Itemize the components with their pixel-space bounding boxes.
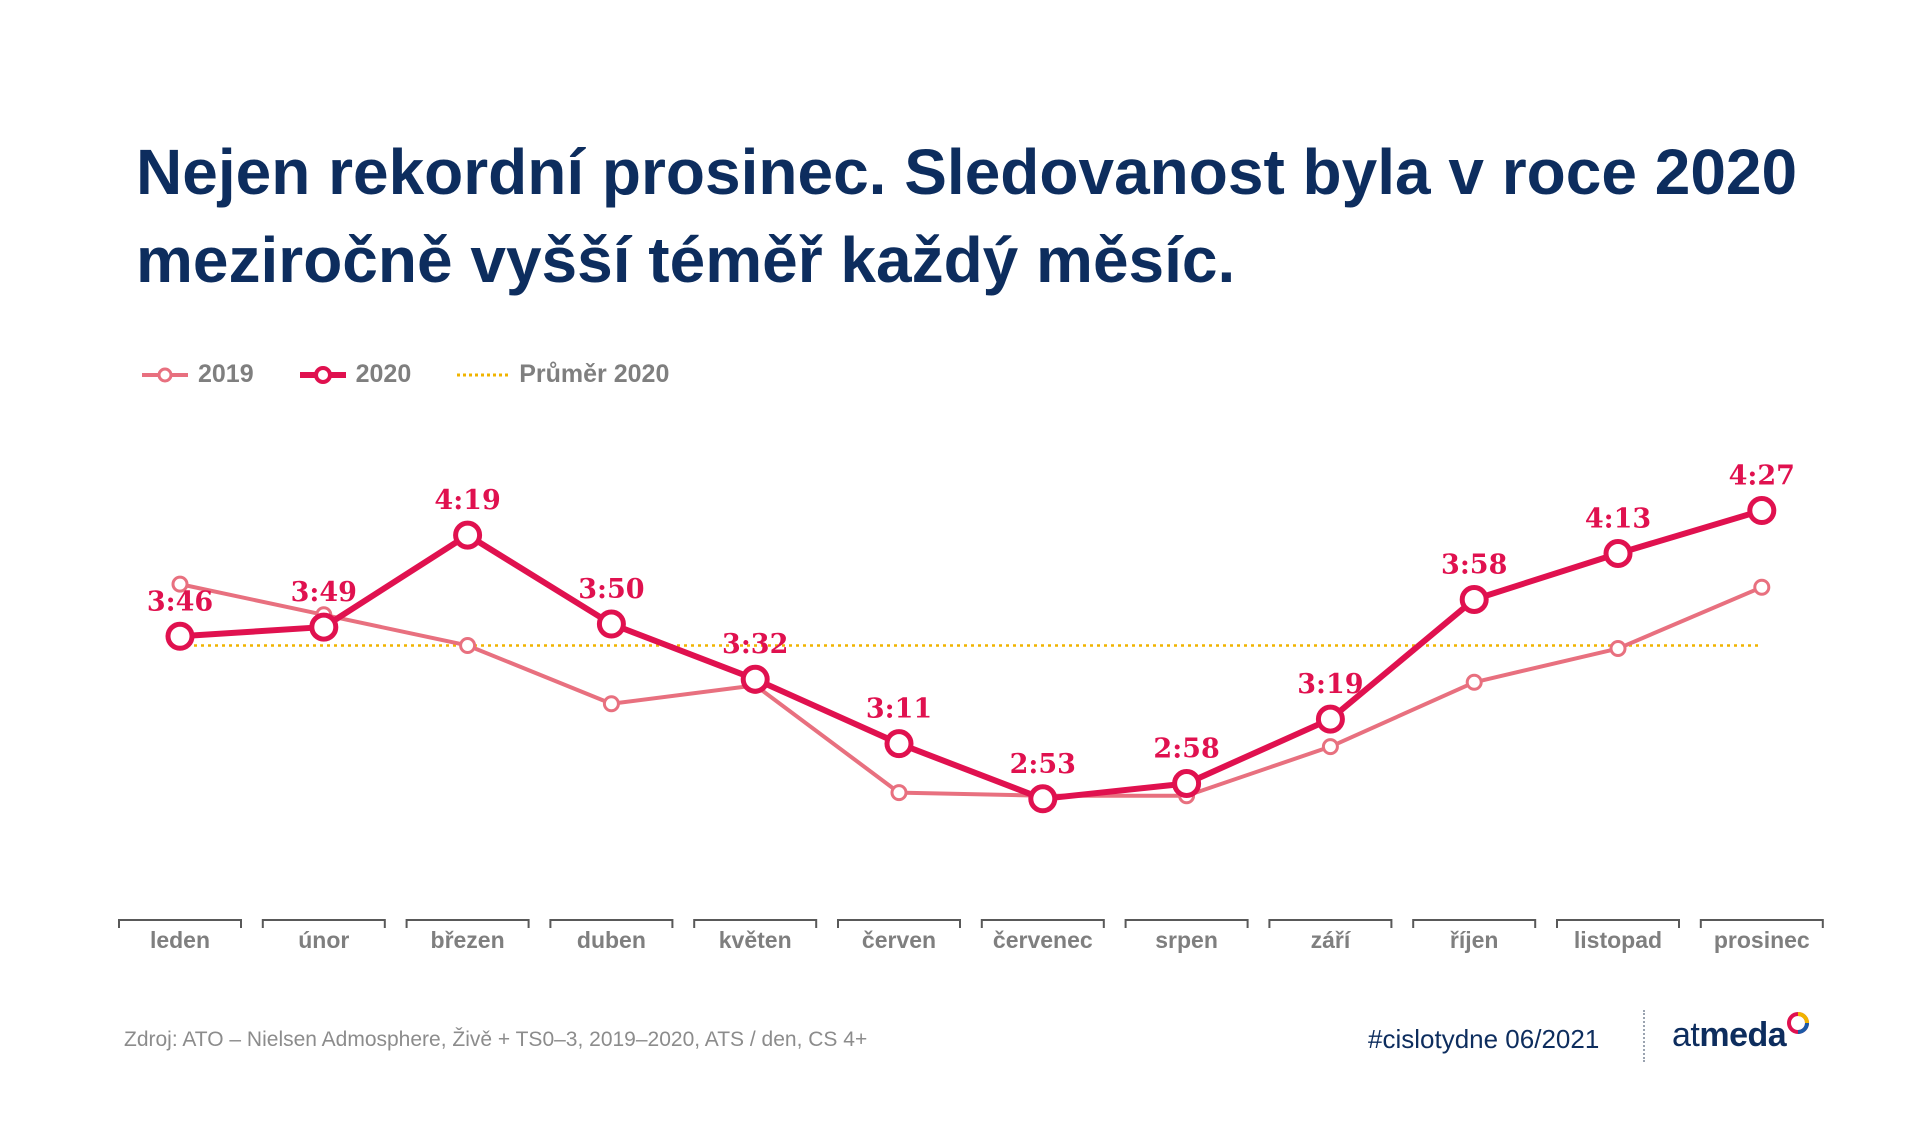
series-2020-point: [309, 612, 339, 642]
series-2020-point: [1172, 768, 1202, 798]
chart-legend: 2019 2020 Průměr 2020: [140, 360, 669, 389]
series-2019-point: [890, 784, 908, 802]
line-chart: leden únor březen duben květen červen červenec…: [118, 461, 1824, 953]
series-2019-point: [602, 695, 620, 713]
legend-label-average: Průměr 2020: [519, 360, 670, 388]
x-axis-bracket-9: [1412, 919, 1537, 928]
data-label-2020: 4:27: [1729, 461, 1795, 492]
legend-item-2020: 2020: [298, 360, 412, 389]
series-2020-point: [1028, 784, 1058, 814]
x-axis-bracket-2: [405, 919, 530, 928]
x-axis-bracket-11: [1699, 919, 1824, 928]
x-tick-label: únor: [298, 927, 349, 953]
series-2020-point: [596, 609, 626, 639]
logo-text-end: a: [1767, 1016, 1787, 1054]
x-tick-label: prosinec: [1714, 927, 1810, 953]
series-2019-point: [1609, 640, 1627, 658]
data-label-2020: 4:19: [434, 485, 500, 516]
legend-label-2020: 2020: [355, 360, 412, 388]
page-title: Nejen rekordní prosinec. Sledovanost byl…: [136, 136, 1798, 296]
x-tick-label: květen: [719, 927, 792, 953]
series-2020-point: [740, 664, 770, 694]
data-label-2020: 3:58: [1441, 549, 1507, 580]
data-label-2020: 3:11: [866, 694, 932, 725]
data-label-2020: 4:13: [1585, 503, 1651, 534]
legend-swatch-2019: [142, 367, 188, 382]
series-2020-point: [165, 621, 195, 651]
series-2020-line: [179, 507, 1763, 802]
x-tick-label: listopad: [1574, 927, 1662, 953]
x-tick-label: červenec: [993, 927, 1093, 953]
x-tick-label: září: [1311, 927, 1352, 953]
x-axis-bracket-10: [1556, 919, 1680, 928]
legend-item-2019: 2019: [140, 360, 254, 389]
x-tick-label: srpen: [1155, 927, 1218, 953]
x-tick-label: říjen: [1450, 927, 1499, 953]
x-axis-bracket-5: [837, 919, 961, 928]
logo-text-light: at: [1672, 1016, 1700, 1054]
x-axis-bracket-1: [261, 919, 386, 928]
legend-swatch-2020: [299, 365, 346, 384]
logo-mark-icon: [1787, 1012, 1810, 1034]
data-label-2020: 3:49: [291, 577, 357, 608]
x-tick-label: červen: [862, 927, 936, 953]
series-2019-line: [179, 582, 1763, 798]
x-axis-bracket-7: [1124, 919, 1249, 928]
x-axis-bracket-8: [1268, 919, 1393, 928]
data-label-2020: 3:19: [1297, 669, 1363, 700]
series-2020-point: [1603, 538, 1633, 568]
data-label-2020: 2:58: [1153, 733, 1219, 764]
data-label-2020: 3:32: [722, 629, 788, 660]
atmedia-logo: at med a: [1672, 1012, 1810, 1055]
series-2019-point: [171, 575, 189, 593]
series-2020-point: [1747, 496, 1777, 526]
legend-item-average: Průměr 2020: [455, 360, 669, 389]
legend-swatch-average: [457, 373, 510, 376]
series-2020-point: [453, 520, 483, 550]
x-tick-label: leden: [150, 927, 210, 953]
logo-text-bold: med: [1699, 1016, 1768, 1054]
series-2020-point: [1315, 704, 1345, 734]
source-note: Zdroj: ATO – Nielsen Admosphere, Živě + …: [124, 1028, 868, 1051]
footer-divider: [1643, 1010, 1645, 1062]
hashtag-label: #cislotydne 06/2021: [1368, 1024, 1600, 1054]
series-2019-point: [459, 636, 477, 654]
series-2019-point: [1465, 673, 1483, 691]
x-tick-label: duben: [577, 927, 646, 953]
data-label-2020: 3:50: [578, 574, 644, 605]
data-label-2020: 3:46: [147, 586, 213, 617]
series-2020-point: [884, 729, 914, 759]
x-axis-bracket-0: [118, 919, 242, 928]
data-label-2020: 2:53: [1010, 749, 1076, 780]
x-axis-bracket-3: [549, 919, 674, 928]
series-2019-point: [1321, 738, 1339, 756]
legend-label-2019: 2019: [198, 360, 254, 388]
series-2019-point: [1753, 578, 1771, 596]
x-tick-label: březen: [431, 927, 505, 953]
x-axis-bracket-4: [693, 919, 818, 928]
x-axis-bracket-6: [980, 919, 1105, 928]
series-2020-point: [1459, 584, 1489, 614]
